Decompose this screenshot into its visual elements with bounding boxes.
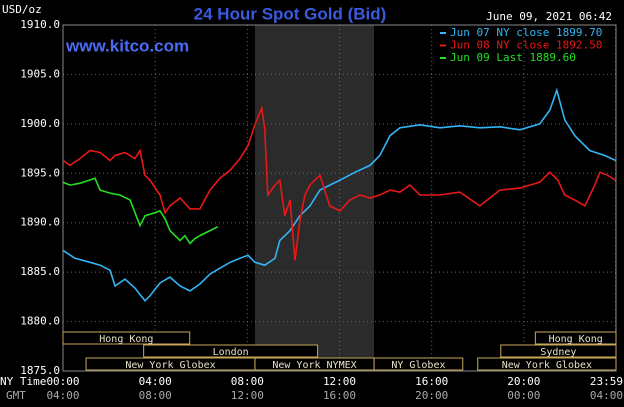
- x2-tick-label: 12:00: [231, 389, 264, 402]
- watermark: www.kitco.com: [65, 36, 189, 55]
- series-line: [62, 87, 616, 303]
- y-tick-label: 1895.0: [20, 166, 60, 179]
- x-tick-label: 20:00: [507, 375, 540, 388]
- y-tick-label: 1875.0: [20, 364, 60, 377]
- y-tick-label: 1900.0: [20, 117, 60, 130]
- plot-border: [62, 24, 617, 372]
- session-label: Sydney: [540, 347, 576, 358]
- session-box: [143, 344, 319, 358]
- session-label: New York Globex: [125, 360, 215, 371]
- session-label: New York NYMEX: [272, 360, 356, 371]
- y-tick-label: 1910.0: [20, 18, 60, 31]
- timestamp: June 09, 2021 06:42: [486, 10, 612, 23]
- session-box: [534, 331, 617, 345]
- x2-tick-label: 00:00: [507, 389, 540, 402]
- session-label: London: [213, 347, 249, 358]
- x-axis-label: NY Time: [0, 375, 46, 388]
- x-tick-label: 16:00: [415, 375, 448, 388]
- session-box: [500, 344, 617, 358]
- legend-label: Jun 09 Last 1889.60: [450, 51, 576, 64]
- x2-tick-label: 04:00: [46, 389, 79, 402]
- legend-label: Jun 08 NY close 1892.50: [450, 39, 602, 52]
- legend-label: Jun 07 NY close 1899.70: [450, 26, 602, 39]
- x-tick-label: 00:00: [46, 375, 79, 388]
- x2-tick-label: 16:00: [323, 389, 356, 402]
- chart-title: 24 Hour Spot Gold (Bid): [194, 4, 387, 23]
- series-line: [62, 177, 219, 245]
- x-tick-label: 12:00: [323, 375, 356, 388]
- y-tick-label: 1880.0: [20, 315, 60, 328]
- session-label: Hong Kong: [99, 334, 153, 345]
- y-tick-label: 1890.0: [20, 216, 60, 229]
- x2-axis-label: GMT: [6, 389, 26, 402]
- x2-tick-label: 20:00: [415, 389, 448, 402]
- session-label: New York Globex: [502, 360, 592, 371]
- x2-tick-label: 08:00: [139, 389, 172, 402]
- session-box: [373, 357, 464, 371]
- session-box: [477, 357, 617, 371]
- session-label: Hong Kong: [549, 334, 603, 345]
- y-tick-label: 1905.0: [20, 67, 60, 80]
- session-box: [62, 331, 191, 345]
- x-tick-label: 04:00: [139, 375, 172, 388]
- x-tick-label: 08:00: [231, 375, 264, 388]
- y-tick-label: 1885.0: [20, 265, 60, 278]
- series-line: [62, 104, 616, 261]
- session-label: NY Globex: [391, 360, 445, 371]
- x-tick-label: 23:59: [590, 375, 623, 388]
- x2-tick-label: 04:00: [590, 389, 623, 402]
- y-axis-label: USD/oz: [2, 3, 42, 16]
